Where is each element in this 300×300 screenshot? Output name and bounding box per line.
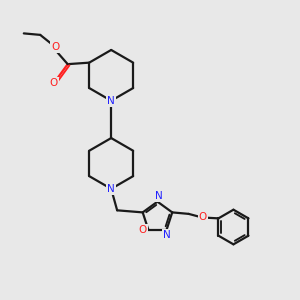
- Text: N: N: [163, 230, 170, 240]
- Text: O: O: [50, 78, 58, 88]
- Text: N: N: [107, 96, 115, 106]
- Text: O: O: [139, 225, 147, 235]
- Text: O: O: [199, 212, 207, 223]
- Text: O: O: [51, 42, 59, 52]
- Text: N: N: [107, 184, 115, 194]
- Text: N: N: [155, 191, 163, 201]
